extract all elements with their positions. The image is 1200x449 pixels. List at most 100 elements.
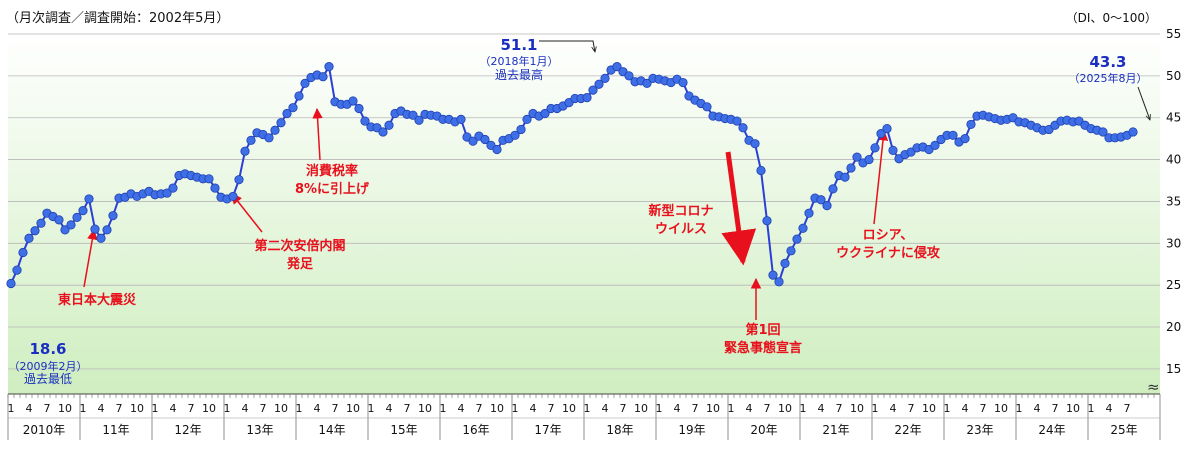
data-point: [582, 93, 592, 103]
data-point: [642, 78, 652, 88]
x-month-tick-label: 7: [260, 402, 267, 415]
x-month-tick-label: 7: [980, 402, 987, 415]
data-point: [84, 194, 94, 204]
data-point: [204, 174, 214, 184]
x-month-tick-label: 4: [458, 402, 465, 415]
x-month-tick-label: 10: [418, 402, 432, 415]
x-month-tick-label: 10: [706, 402, 720, 415]
data-point: [522, 114, 532, 124]
x-month-tick-label: 10: [922, 402, 936, 415]
data-point: [774, 277, 784, 287]
data-point: [948, 130, 958, 140]
series-di: [6, 62, 1138, 289]
x-month-tick-label: 7: [908, 402, 915, 415]
x-month-tick-label: 4: [818, 402, 825, 415]
x-month-tick-label: 4: [26, 402, 33, 415]
data-point: [234, 175, 244, 185]
data-point: [414, 115, 424, 125]
data-point: [108, 211, 118, 221]
data-point: [288, 103, 298, 113]
event-label-ukraine-line2: ウクライナに侵攻: [836, 245, 941, 261]
x-month-tick-label: 4: [962, 402, 969, 415]
x-year-label: 20年: [750, 423, 777, 437]
x-month-tick-label: 4: [242, 402, 249, 415]
x-year-label: 14年: [318, 423, 345, 437]
annotations: 51.1 （2018年1月） 過去最高 43.3 （2025年8月） 18.6 …: [9, 36, 1151, 386]
x-year-label: 24年: [1038, 423, 1065, 437]
event-label-tax-line1: 消費税率: [306, 163, 358, 179]
x-month-tick-label: 4: [1106, 402, 1113, 415]
x-month-tick-label: 7: [44, 402, 51, 415]
x-year-label: 21年: [822, 423, 849, 437]
data-point: [36, 218, 46, 228]
x-year-label: 11年: [102, 423, 129, 437]
x-month-tick-label: 4: [674, 402, 681, 415]
latest-arrow: [1137, 86, 1150, 120]
x-month-tick-label: 4: [1034, 402, 1041, 415]
x-year-label: 16年: [462, 423, 489, 437]
data-point: [750, 139, 760, 149]
data-point: [888, 145, 898, 155]
data-point: [678, 77, 688, 88]
axis-break-mark: ≈: [1147, 378, 1160, 396]
plot-background: [8, 34, 1160, 394]
x-month-tick-label: 4: [602, 402, 609, 415]
x-month-tick-label: 10: [274, 402, 288, 415]
data-point: [90, 224, 100, 234]
data-point: [828, 184, 838, 194]
chart-header: （月次調査／調査開始：2002年5月）: [6, 10, 229, 26]
x-year-label: 19年: [678, 423, 705, 437]
data-point: [168, 183, 178, 193]
event-arrow-ukraine: [873, 129, 889, 225]
y-tick-label: 50: [1166, 69, 1181, 83]
data-point: [30, 226, 40, 236]
data-point: [18, 247, 28, 258]
data-point: [840, 172, 850, 182]
data-point: [60, 225, 70, 235]
x-month-tick-label: 1: [368, 402, 375, 415]
x-year-label: 2010年: [23, 423, 66, 437]
data-point: [756, 165, 766, 176]
data-point: [588, 85, 598, 95]
data-point: [228, 191, 238, 202]
data-point: [786, 246, 796, 256]
x-year-label: 22年: [894, 423, 921, 437]
data-point: [1128, 127, 1138, 137]
x-month-tick-label: 4: [386, 402, 393, 415]
x-month-tick-label: 4: [530, 402, 537, 415]
data-point: [318, 72, 328, 82]
data-point: [300, 78, 310, 88]
data-point: [264, 133, 274, 143]
x-month-tick-label: 7: [836, 402, 843, 415]
data-point: [102, 225, 112, 235]
event-label-tax-line2: 8%に引上げ: [295, 181, 370, 197]
data-point: [72, 212, 82, 222]
data-point: [282, 108, 292, 119]
x-month-tick-label: 1: [80, 402, 87, 415]
y-tick-label: 15: [1166, 362, 1181, 376]
y-tick-label: 45: [1166, 111, 1181, 125]
data-point: [702, 102, 712, 112]
data-point: [360, 116, 370, 126]
x-month-tick-label: 1: [1088, 402, 1095, 415]
event-arrow-covid: [721, 151, 757, 266]
data-point: [930, 140, 940, 150]
min-value-label: 18.6: [29, 340, 66, 358]
x-month-tick-label: 1: [224, 402, 231, 415]
x-month-tick-label: 4: [98, 402, 105, 415]
event-label-abe-line1: 第二次安倍内閣: [254, 238, 345, 254]
data-point: [846, 163, 856, 173]
unit-label: （DI、0～100）: [1066, 11, 1157, 25]
data-point: [24, 233, 34, 243]
data-point: [732, 116, 742, 126]
x-month-tick-label: 10: [346, 402, 360, 415]
data-point: [516, 124, 526, 135]
data-point: [378, 127, 388, 137]
x-month-tick-label: 10: [1066, 402, 1080, 415]
x-year-label: 15年: [390, 423, 417, 437]
x-month-tick-label: 10: [634, 402, 648, 415]
event-label-emergency-line2: 緊急事態宣言: [724, 340, 802, 356]
data-point: [6, 278, 16, 289]
data-point: [780, 258, 790, 268]
